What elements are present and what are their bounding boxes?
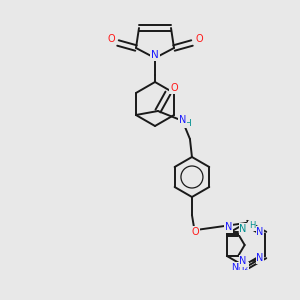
Text: O: O (170, 83, 178, 93)
Text: H: H (249, 221, 255, 230)
Text: O: O (191, 227, 199, 237)
Text: O: O (195, 34, 203, 44)
Text: N: N (239, 256, 247, 266)
Text: H: H (184, 118, 191, 127)
Text: N: N (256, 227, 264, 237)
Text: N: N (151, 50, 159, 60)
Text: N: N (239, 224, 247, 234)
Text: N: N (179, 115, 186, 125)
Text: NH₂: NH₂ (231, 262, 249, 272)
Text: N: N (225, 222, 233, 232)
Text: O: O (107, 34, 115, 44)
Text: N: N (256, 253, 264, 263)
